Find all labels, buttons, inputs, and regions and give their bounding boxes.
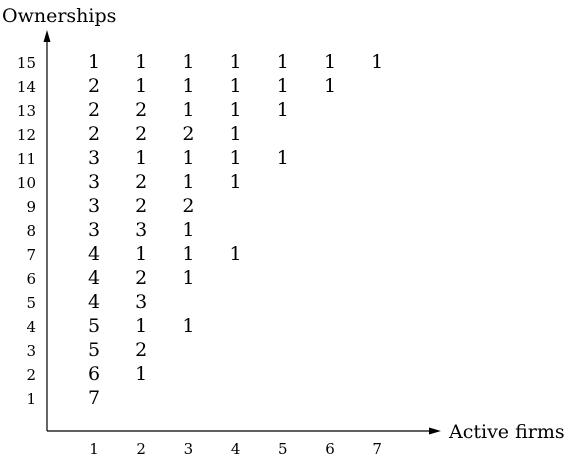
y-tick-label-3: 3: [26, 342, 36, 360]
grid-cell: 2: [88, 123, 100, 145]
grid-cell: 1: [182, 171, 194, 193]
x-tick-label-3: 3: [184, 440, 194, 458]
grid-cell: 2: [88, 99, 100, 121]
y-axis-arrow-icon: [43, 30, 51, 42]
y-tick-label-2: 2: [26, 366, 36, 384]
grid-cell: 1: [135, 363, 147, 385]
x-tick-label-6: 6: [325, 440, 335, 458]
grid-cell: 1: [230, 51, 242, 73]
grid-cell: 1: [182, 243, 194, 265]
grid-cell: 2: [135, 171, 147, 193]
grid-cell: 1: [230, 75, 242, 97]
grid-cell: 5: [88, 315, 100, 337]
grid-cell: 1: [88, 51, 100, 73]
grid-cell: 5: [88, 339, 100, 361]
grid-cell: 3: [88, 195, 100, 217]
x-tick-label-7: 7: [372, 440, 382, 458]
y-tick-label-10: 10: [17, 174, 36, 192]
axes: Ownerships Active firms: [2, 5, 565, 443]
x-tick-label-5: 5: [278, 440, 288, 458]
grid-cell: 2: [135, 99, 147, 121]
grid-cell: 2: [135, 339, 147, 361]
grid-cell: 2: [182, 123, 194, 145]
grid-cell: 1: [182, 99, 194, 121]
y-tick-label-8: 8: [26, 222, 36, 240]
grid-cell: 1: [230, 243, 242, 265]
grid-cell: 1: [277, 75, 289, 97]
grid-cell: 1: [135, 75, 147, 97]
grid-cell: 4: [88, 243, 100, 265]
grid-cell: 1: [324, 75, 336, 97]
grid-cell: 2: [135, 195, 147, 217]
y-tick-label-1: 1: [26, 390, 36, 408]
grid-cell: 6: [88, 363, 100, 385]
grid-cell: 1: [277, 51, 289, 73]
grid-cell: 1: [277, 147, 289, 169]
grid-cell: 1: [182, 219, 194, 241]
grid-cell: 1: [135, 243, 147, 265]
y-tick-label-7: 7: [26, 246, 36, 264]
y-axis-title: Ownerships: [2, 5, 116, 27]
x-axis-title: Active firms: [448, 421, 565, 443]
y-tick-label-9: 9: [26, 198, 36, 216]
grid-cell: 1: [230, 147, 242, 169]
y-tick-label-14: 14: [17, 78, 36, 96]
x-tick-label-2: 2: [136, 440, 146, 458]
grid-cell: 1: [324, 51, 336, 73]
y-tick-label-15: 15: [17, 54, 36, 72]
value-grid: 76 15 25 1 14 34 2 14 1 1 13 3 13 2 23 2 1 13 1 1 1 12 2 2 12 2 1 1…: [88, 51, 383, 409]
x-tick-labels: 1 2 3 4 5 6 7: [89, 440, 382, 458]
grid-cell: 1: [277, 99, 289, 121]
grid-cell: 1: [135, 315, 147, 337]
grid-cell: 1: [230, 99, 242, 121]
grid-cell: 2: [135, 267, 147, 289]
grid-cell: 3: [135, 219, 147, 241]
grid-cell: 7: [88, 387, 100, 409]
grid-cell: 1: [230, 171, 242, 193]
grid-cell: 2: [135, 123, 147, 145]
grid-cell: 1: [182, 51, 194, 73]
grid-cell: 1: [371, 51, 383, 73]
grid-cell: 4: [88, 267, 100, 289]
y-tick-label-6: 6: [26, 270, 36, 288]
grid-cell: 1: [182, 147, 194, 169]
y-tick-label-4: 4: [26, 318, 36, 336]
grid-cell: 2: [88, 75, 100, 97]
x-axis-arrow-icon: [429, 427, 441, 435]
y-tick-label-11: 11: [17, 150, 36, 168]
x-tick-label-4: 4: [231, 440, 241, 458]
grid-cell: 1: [135, 51, 147, 73]
y-tick-label-12: 12: [17, 126, 36, 144]
grid-cell: 3: [88, 171, 100, 193]
grid-cell: 2: [182, 195, 194, 217]
grid-cell: 3: [88, 219, 100, 241]
grid-cell: 1: [182, 75, 194, 97]
grid-cell: 3: [88, 147, 100, 169]
grid-cell: 1: [135, 147, 147, 169]
grid-cell: 4: [88, 291, 100, 313]
grid-cell: 1: [182, 267, 194, 289]
grid-cell: 1: [182, 315, 194, 337]
y-tick-label-13: 13: [17, 102, 36, 120]
y-tick-label-5: 5: [26, 294, 36, 312]
x-tick-label-1: 1: [89, 440, 99, 458]
grid-cell: 3: [135, 291, 147, 313]
grid-cell: 1: [230, 123, 242, 145]
